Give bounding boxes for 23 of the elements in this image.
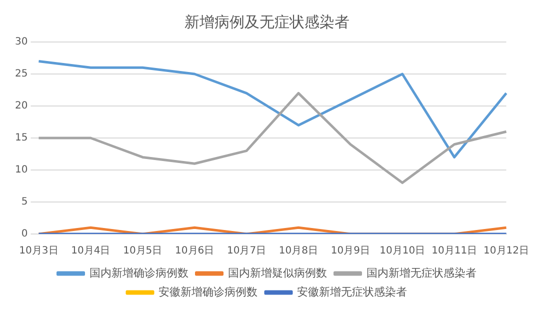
x-tick-label: 10月6日 bbox=[175, 246, 214, 257]
legend-label: 安徽新增确诊病例数 bbox=[158, 285, 258, 298]
x-tick-label: 10月9日 bbox=[330, 246, 370, 257]
y-tick-label: 10 bbox=[14, 164, 28, 176]
x-tick-label: 10月8日 bbox=[278, 246, 318, 257]
x-tick-label: 10月4日 bbox=[71, 246, 110, 257]
y-tick-label: 15 bbox=[14, 132, 28, 144]
y-tick-label: 5 bbox=[21, 196, 28, 208]
x-tick-label: 10月3日 bbox=[19, 246, 58, 257]
y-tick-label: 0 bbox=[21, 228, 28, 240]
x-tick-label: 10月7日 bbox=[226, 246, 266, 257]
chart-title: 新增病例及无症状感染者 bbox=[184, 12, 350, 31]
x-tick-label: 10月12日 bbox=[484, 246, 529, 257]
legend-label: 安徽新增无症状感染者 bbox=[297, 285, 407, 298]
x-tick-label: 10月5日 bbox=[123, 246, 162, 257]
y-tick-label: 30 bbox=[14, 36, 28, 48]
legend-label: 国内新增疑似病例数 bbox=[228, 266, 327, 280]
legend-label: 国内新增无症状感染者 bbox=[366, 266, 476, 280]
x-tick-label: 10月11日 bbox=[432, 246, 478, 257]
y-tick-label: 25 bbox=[14, 68, 28, 80]
x-tick-label: 10月10日 bbox=[380, 246, 426, 257]
legend-label: 国内新增确诊病例数 bbox=[89, 266, 188, 280]
y-tick-label: 20 bbox=[14, 100, 28, 112]
